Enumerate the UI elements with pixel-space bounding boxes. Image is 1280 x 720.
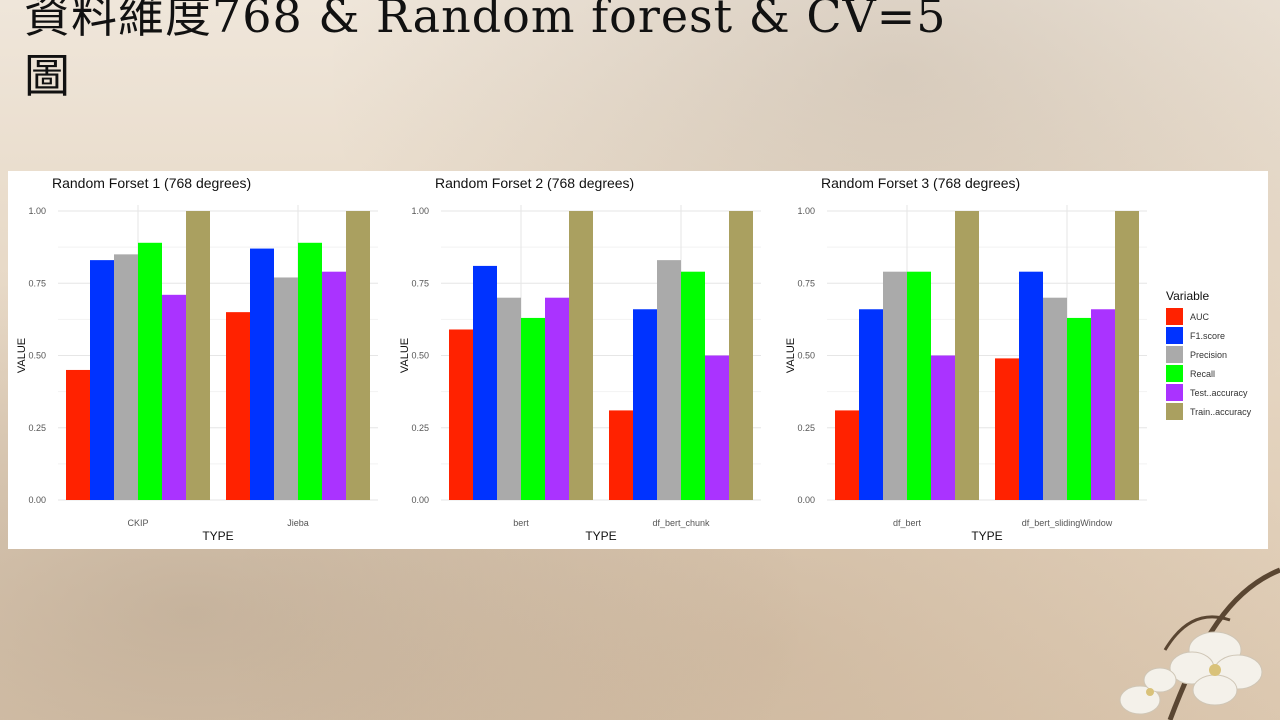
- legend-swatch: [1166, 365, 1183, 382]
- bar-recall-2: [1067, 317, 1091, 500]
- bar-testaccuracy-1: [545, 297, 569, 500]
- bar-precision-1: [497, 297, 521, 500]
- chart-panel: Random Forset 1 (768 degrees) 0.00 0.25 0.5…: [8, 171, 1268, 549]
- y-tick-label: 0.75: [411, 278, 429, 288]
- x-tick-label: df_bert: [893, 518, 922, 528]
- x-axis-label: TYPE: [585, 529, 616, 543]
- bar-auc-2: [609, 410, 633, 500]
- y-axis-label: VALUE: [16, 338, 28, 373]
- y-tick-label: 0.25: [797, 423, 815, 433]
- bar-trainaccuracy-1: [186, 211, 210, 500]
- bar-recall-1: [138, 242, 162, 500]
- x-tick-label: Jieba: [287, 518, 309, 528]
- bar-precision-2: [274, 277, 298, 500]
- bar-recall-1: [521, 317, 545, 500]
- x-tick-label: CKIP: [127, 518, 148, 528]
- bar-auc-1: [66, 369, 90, 500]
- x-tick-label: bert: [513, 518, 529, 528]
- y-tick-label: 0.50: [28, 351, 46, 361]
- slide-title: 資料維度768 & Random forest & CV=5 圖: [24, 0, 947, 103]
- legend-label: AUC: [1190, 312, 1210, 322]
- x-axis-label: TYPE: [971, 529, 1002, 543]
- chart-title-2: Random Forset 2 (768 degrees): [435, 175, 634, 191]
- legend-swatch: [1166, 346, 1183, 363]
- bar-f1score-2: [1019, 271, 1043, 500]
- charts-svg: Random Forset 1 (768 degrees) 0.00 0.25 0.5…: [16, 175, 1252, 543]
- bar-recall-2: [298, 242, 322, 500]
- legend-label: Train..accuracy: [1190, 407, 1252, 417]
- legend-label: Precision: [1190, 350, 1227, 360]
- bar-trainaccuracy-1: [955, 211, 979, 500]
- bar-testaccuracy-2: [705, 355, 729, 500]
- bar-testaccuracy-1: [162, 294, 186, 500]
- y-tick-label: 0.00: [28, 495, 46, 505]
- bar-f1score-2: [633, 309, 657, 500]
- bar-recall-2: [681, 271, 705, 500]
- chart-title-1: Random Forset 1 (768 degrees): [52, 175, 251, 191]
- x-axis-label: TYPE: [202, 529, 233, 543]
- y-tick-label: 0.75: [28, 278, 46, 288]
- y-tick-label: 1.00: [28, 206, 46, 216]
- chart-title-3: Random Forset 3 (768 degrees): [821, 175, 1020, 191]
- x-tick-label: df_bert_slidingWindow: [1022, 518, 1113, 528]
- legend-swatch: [1166, 327, 1183, 344]
- bar-precision-2: [1043, 297, 1067, 500]
- bar-trainaccuracy-2: [346, 211, 370, 500]
- y-tick-label: 1.00: [411, 206, 429, 216]
- legend-swatch: [1166, 308, 1183, 325]
- bar-trainaccuracy-2: [729, 211, 753, 500]
- bar-precision-1: [883, 271, 907, 500]
- bar-auc-1: [449, 329, 473, 500]
- legend-title: Variable: [1166, 289, 1209, 303]
- bar-testaccuracy-2: [322, 271, 346, 500]
- bar-f1score-1: [859, 309, 883, 500]
- y-tick-label: 1.00: [797, 206, 815, 216]
- y-tick-label: 0.25: [28, 423, 46, 433]
- bar-auc-2: [995, 358, 1019, 500]
- bar-recall-1: [907, 271, 931, 500]
- decorative-flower: [1119, 567, 1280, 720]
- legend-label: Recall: [1190, 369, 1215, 379]
- bar-auc-2: [226, 312, 250, 500]
- bar-testaccuracy-2: [1091, 309, 1115, 500]
- y-tick-label: 0.25: [411, 423, 429, 433]
- bar-precision-2: [657, 260, 681, 500]
- y-axis-label: VALUE: [785, 338, 797, 373]
- bar-trainaccuracy-2: [1115, 211, 1139, 500]
- bar-auc-1: [835, 410, 859, 500]
- y-tick-label: 0.00: [411, 495, 429, 505]
- y-tick-label: 0.00: [797, 495, 815, 505]
- y-axis-label: VALUE: [399, 338, 411, 373]
- bar-trainaccuracy-1: [569, 211, 593, 500]
- y-tick-label: 0.75: [797, 278, 815, 288]
- legend-swatch: [1166, 384, 1183, 401]
- bar-f1score-1: [90, 260, 114, 500]
- bar-f1score-2: [250, 248, 274, 500]
- x-tick-label: df_bert_chunk: [652, 518, 710, 528]
- legend-swatch: [1166, 403, 1183, 420]
- y-tick-label: 0.50: [411, 351, 429, 361]
- bar-testaccuracy-1: [931, 355, 955, 500]
- bar-precision-1: [114, 254, 138, 500]
- y-tick-label: 0.50: [797, 351, 815, 361]
- bar-f1score-1: [473, 265, 497, 500]
- legend-label: Test..accuracy: [1190, 388, 1248, 398]
- legend-label: F1.score: [1190, 331, 1225, 341]
